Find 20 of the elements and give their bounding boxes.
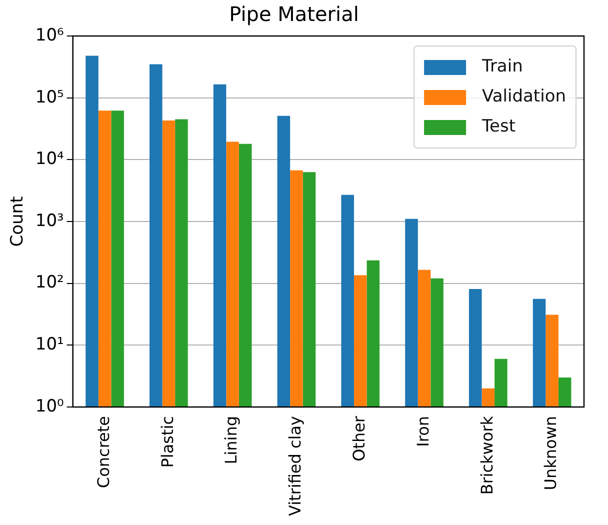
y-tick-label: 10⁵ xyxy=(35,87,64,108)
x-tick-label: Plastic xyxy=(158,416,177,468)
x-tick-label: Iron xyxy=(413,416,432,447)
x-tick-label: Unknown xyxy=(541,416,560,490)
legend-label: Train xyxy=(481,56,523,76)
y-tick-label: 10² xyxy=(35,272,64,293)
x-tick-label: Concrete xyxy=(94,416,113,488)
y-tick-label: 10¹ xyxy=(35,334,64,355)
legend-label: Test xyxy=(481,116,516,136)
chart-title: Pipe Material xyxy=(229,2,359,26)
y-tick-label: 10⁰ xyxy=(35,396,64,416)
x-tick-label: Other xyxy=(350,416,369,462)
x-tick-label: Brickwork xyxy=(477,415,496,495)
y-axis-title: Count xyxy=(8,196,28,247)
y-tick-label: 10⁶ xyxy=(35,25,64,46)
y-tick-label: 10⁴ xyxy=(35,149,64,170)
x-tick-label: Vitrified clay xyxy=(286,416,305,516)
x-tick-label: Lining xyxy=(222,416,241,464)
legend-label: Validation xyxy=(482,86,566,106)
y-tick-label: 10³ xyxy=(35,210,64,231)
